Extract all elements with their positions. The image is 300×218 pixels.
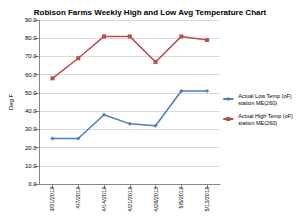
svg-text:80.0: 80.0 [25,35,37,41]
svg-text:4/21/2013: 4/21/2013 [127,187,133,211]
svg-text:60.0: 60.0 [25,72,37,78]
svg-text:20.0: 20.0 [25,145,37,151]
svg-text:90.0: 90.0 [25,17,37,23]
svg-text:5/5/2013: 5/5/2013 [178,187,184,208]
svg-text:70.0: 70.0 [25,53,37,59]
svg-text:40.0: 40.0 [25,108,37,114]
svg-text:50.0: 50.0 [25,90,37,96]
svg-text:4/28/2013: 4/28/2013 [153,187,159,211]
svg-text:0.0: 0.0 [28,181,37,187]
svg-text:Actual Low Temp (oF): Actual Low Temp (oF) [238,93,292,99]
svg-text:30.0: 30.0 [25,126,37,132]
svg-text:Deg F: Deg F [8,93,14,110]
svg-text:4/7/2013: 4/7/2013 [75,187,81,208]
svg-text:10.0: 10.0 [25,163,37,169]
svg-text:station ME(260): station ME(260) [238,120,277,126]
svg-text:Robison Farms Weekly High and: Robison Farms Weekly High and Low Avg Te… [34,8,267,17]
svg-text:3/31/2013: 3/31/2013 [49,187,55,211]
svg-text:Actual High Temp (oF): Actual High Temp (oF) [238,113,293,119]
svg-text:4/14/2013: 4/14/2013 [101,187,107,211]
svg-text:station ME(260): station ME(260) [238,100,277,106]
svg-text:5/12/2013: 5/12/2013 [204,187,210,211]
